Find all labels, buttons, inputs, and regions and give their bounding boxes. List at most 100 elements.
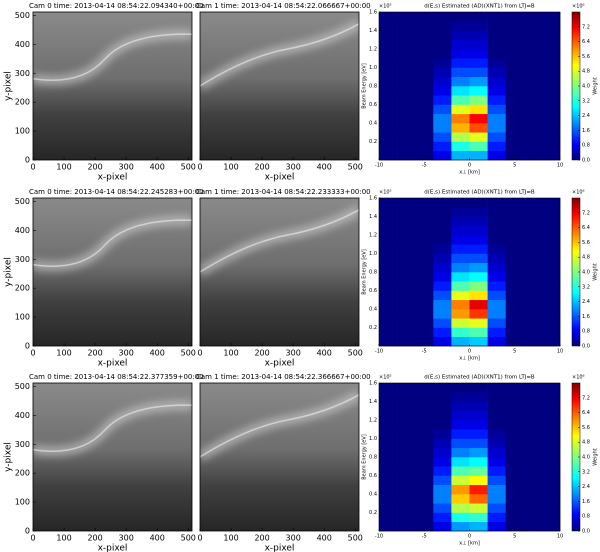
colorbar-tick-label: 5.6: [582, 425, 590, 431]
heat-cell: [487, 235, 506, 245]
heat-cell: [487, 58, 506, 68]
x-tick-label: 200: [87, 163, 102, 172]
heat-cell: [451, 86, 470, 96]
heat-cell: [415, 457, 434, 467]
heat-cell: [469, 262, 488, 273]
heat-cell: [397, 262, 416, 273]
heat-cell: [505, 401, 525, 412]
x-tick-label: 500: [181, 534, 196, 543]
heat-cell: [541, 262, 561, 273]
x-tick-label: 10: [557, 349, 563, 355]
heat-cell: [397, 318, 416, 328]
heat-cell: [487, 327, 506, 338]
heat-cell: [469, 12, 488, 22]
y-tick-label: 400: [15, 226, 30, 235]
y-tick-label: 500: [15, 382, 30, 391]
heat-cell: [379, 150, 398, 161]
x-tick-label: 400: [150, 534, 165, 543]
heat-cell: [469, 383, 488, 393]
heat-cell: [397, 86, 416, 96]
heat-cell: [523, 318, 543, 328]
heat-cell: [451, 104, 470, 115]
x-tick-label: 300: [119, 163, 134, 172]
heat-cell: [487, 244, 506, 254]
y-tick-label: 300: [15, 440, 30, 449]
heat-cell: [451, 457, 470, 467]
heat-cell: [379, 475, 398, 486]
y-tick-label: 0.6: [369, 473, 377, 479]
colorbar-label: Weight: [593, 263, 599, 280]
heat-cell: [379, 113, 398, 124]
heat-cell: [415, 67, 434, 78]
heat-cell: [541, 39, 561, 50]
heat-cell: [487, 132, 506, 142]
heat-cell: [523, 512, 543, 523]
heat-cell: [397, 95, 416, 105]
aurora-arc: [200, 209, 359, 273]
heat-cell: [505, 475, 525, 486]
x-tick-label: 0: [468, 349, 471, 355]
heat-cell: [415, 318, 434, 328]
y-axis-label: y-pixel: [4, 257, 14, 287]
colorbar-offset: ×10⁶: [572, 4, 585, 10]
heat-cell: [397, 503, 416, 513]
heat-cell: [487, 457, 506, 467]
colorbar-tick-label: 4.8: [582, 440, 590, 446]
y-tick-label: 300: [15, 69, 30, 78]
heat-cell: [433, 198, 452, 208]
heat-cell: [505, 58, 525, 68]
heat-cell: [433, 392, 452, 402]
heat-cell: [379, 512, 398, 523]
heat-cell: [397, 336, 416, 347]
heat-cell: [397, 225, 416, 236]
heat-cell: [469, 512, 488, 523]
heat-cell: [523, 290, 543, 301]
heat-cell: [397, 141, 416, 152]
heat-cell: [397, 58, 416, 68]
heat-cell: [397, 12, 416, 22]
heat-cell: [415, 475, 434, 486]
y-tick-label: 200: [15, 98, 30, 107]
heat-cell: [505, 272, 525, 282]
heat-cell: [397, 290, 416, 301]
heat-cell: [433, 318, 452, 328]
heat-cell: [451, 503, 470, 513]
heat-cell: [469, 327, 488, 338]
heat-cell: [541, 466, 561, 476]
heat-cell: [433, 216, 452, 227]
heat-cell: [523, 49, 543, 59]
heat-cell: [415, 327, 434, 338]
heat-cell: [541, 290, 561, 301]
x-axis-label: x⊥ [km]: [459, 356, 480, 362]
y-tick-label: 1.2: [369, 47, 377, 53]
heat-cell: [379, 503, 398, 513]
heat-cell: [469, 253, 488, 264]
heat-cell: [433, 327, 452, 338]
heat-cell: [397, 132, 416, 142]
heat-cell: [541, 150, 561, 161]
heat-cell: [433, 336, 452, 347]
heat-cell: [379, 67, 398, 78]
heat-cell: [541, 104, 561, 115]
heat-cell: [505, 216, 525, 227]
heat-cell: [433, 420, 452, 430]
x-tick-label: 0: [30, 163, 35, 172]
colorbar-tick-label: 1.6: [582, 128, 590, 134]
x-tick-label: 200: [254, 163, 269, 172]
y-axis-label: y-pixel: [4, 442, 14, 472]
heat-cell: [397, 253, 416, 264]
heat-cell: [469, 466, 488, 476]
heat-cell: [433, 12, 452, 22]
x-tick-label: 400: [317, 163, 332, 172]
heat-cell: [451, 235, 470, 245]
heat-cell: [397, 76, 416, 87]
heat-cell: [541, 318, 561, 328]
heat-cell: [433, 21, 452, 31]
heat-cell: [397, 475, 416, 486]
heat-cell: [379, 86, 398, 96]
heat-cell: [541, 207, 561, 217]
heat-cell: [469, 21, 488, 31]
heat-cell: [451, 521, 470, 532]
heat-cell: [379, 141, 398, 152]
colorbar-tick-label: 7.2: [582, 24, 590, 30]
